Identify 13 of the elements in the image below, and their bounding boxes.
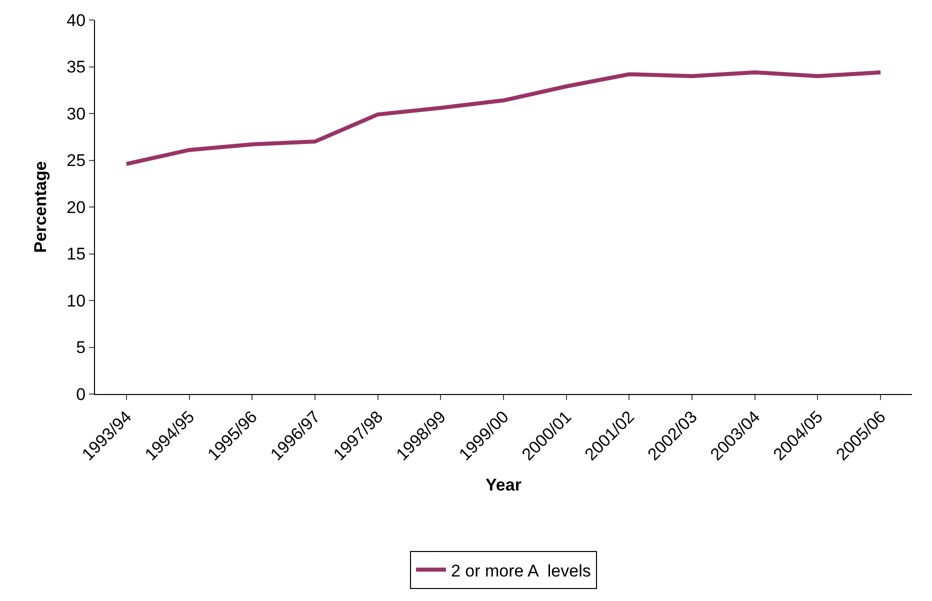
- y-tick-label: 20: [66, 198, 86, 217]
- y-tick-label: 0: [76, 384, 86, 404]
- legend-label: 2 or more A levels: [451, 561, 591, 580]
- y-tick-label: 15: [66, 244, 86, 264]
- y-tick-label: 10: [66, 291, 86, 310]
- x-axis-title: Year: [486, 476, 522, 495]
- y-tick-label: 30: [66, 104, 86, 124]
- line-series: [124, 70, 883, 166]
- y-tick-label: 40: [66, 10, 86, 30]
- y-axis-title: Percentage: [31, 161, 50, 253]
- y-tick-label: 5: [76, 338, 86, 358]
- y-tick-label: 25: [66, 151, 86, 170]
- y-tick-label: 35: [66, 58, 86, 77]
